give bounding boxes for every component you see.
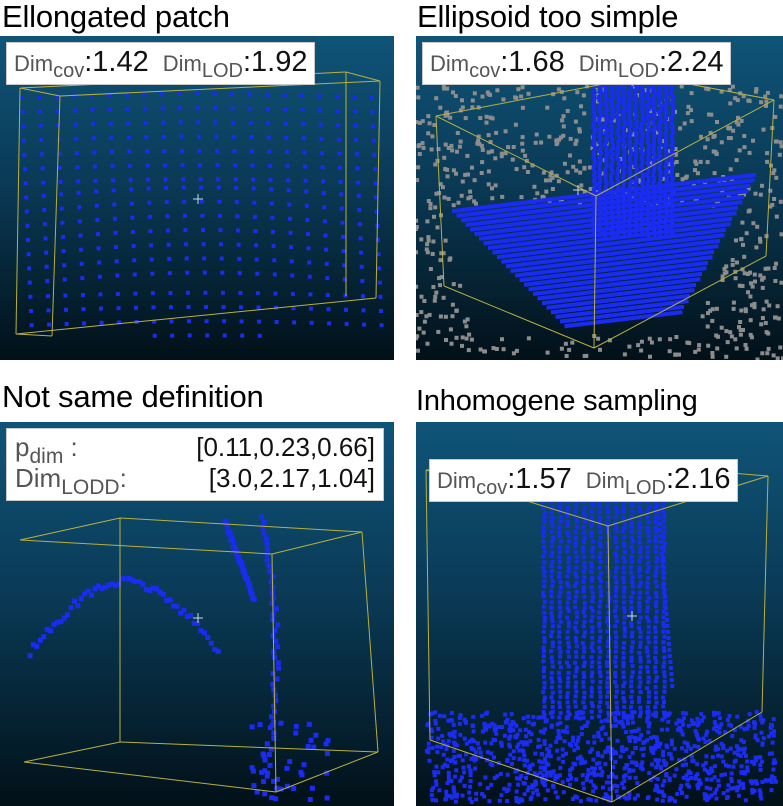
panel-title-definition: Not same definition: [2, 379, 264, 414]
p-dim-label: pdim :: [15, 432, 78, 468]
metrics-box-definition: pdim : [0.11,0.23,0.66] DimLODD: [3.0,2.…: [6, 428, 384, 501]
points-elongated: [20, 92, 384, 338]
metrics-box-inhomogene: Dimcov :1.57 DimLOD :2.16: [429, 459, 739, 502]
metric-dim-lod: DimLOD :2.24: [578, 46, 724, 82]
point-cloud-elongated: [15, 71, 384, 338]
center-marker: [193, 194, 203, 204]
metric-dim-lod: DimLOD :2.16: [585, 463, 731, 499]
panel-title-inhomogene: Inhomogene sampling: [416, 385, 698, 417]
center-marker: [573, 185, 583, 195]
center-marker: [627, 611, 637, 621]
points-definition: [27, 514, 331, 802]
dim-lodd-label: DimLODD:: [15, 463, 127, 499]
dim-lodd-value: [3.0,2.17,1.04]: [208, 463, 375, 493]
point-cloud-definition: [19, 514, 379, 802]
bounding-box-elongated: [15, 71, 381, 337]
center-marker: [193, 613, 203, 623]
metric-dim-lod: DimLOD :1.92: [162, 46, 308, 82]
metric-dim-cov: Dimcov :1.57: [437, 463, 572, 499]
panel-title-elongated: Ellongated patch: [2, 0, 230, 34]
bounding-box-definition: [19, 517, 379, 793]
viewport-elongated[interactable]: [0, 36, 394, 360]
metrics-box-elongated: Dimcov :1.42 DimLOD :1.92: [6, 42, 316, 85]
panel-title-ellipsoid: Ellipsoid too simple: [417, 0, 679, 34]
bounding-box-ellipsoid: [435, 75, 775, 349]
metrics-box-ellipsoid: Dimcov :1.68 DimLOD :2.24: [422, 42, 732, 85]
metric-dim-cov: Dimcov :1.68: [430, 46, 565, 82]
metric-dim-cov: Dimcov :1.42: [14, 46, 149, 82]
p-dim-value: [0.11,0.23,0.66]: [196, 432, 375, 462]
